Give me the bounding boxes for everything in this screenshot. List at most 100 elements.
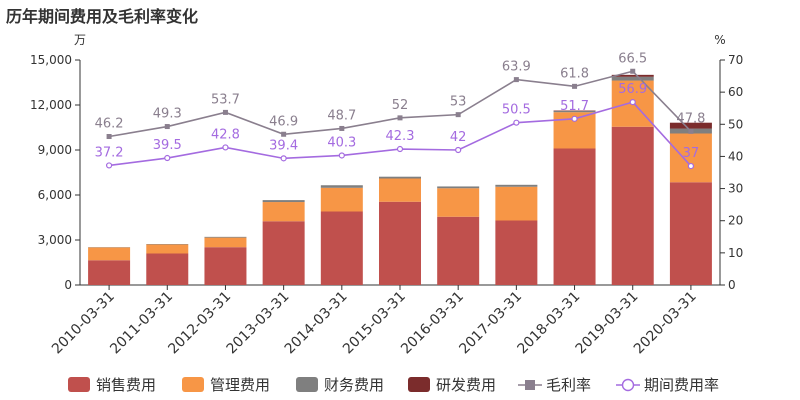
bar-segment xyxy=(146,244,189,254)
data-label: 39.5 xyxy=(153,138,182,153)
bar-segment xyxy=(495,184,538,187)
bar-segment xyxy=(88,260,131,285)
data-label: 56.9 xyxy=(618,82,647,97)
left-axis-unit: 万 xyxy=(74,33,86,47)
right-tick-label: 50 xyxy=(728,117,743,131)
bar-segment xyxy=(379,201,421,285)
labels-layer: 46.2 49.3 53.7 46.9 48.7 52 53 63.9 61.8 66.5 47.8… xyxy=(95,51,706,161)
bars-layer xyxy=(88,74,712,285)
bar-segment xyxy=(553,148,596,285)
data-point xyxy=(280,155,287,162)
data-point xyxy=(687,162,695,170)
bar-segment xyxy=(204,247,247,285)
data-label: 37.2 xyxy=(95,145,124,160)
right-tick-label: 20 xyxy=(728,214,743,228)
x-tick-label: 2020-03-31 xyxy=(631,289,700,358)
data-point xyxy=(281,131,287,137)
right-tick-label: 40 xyxy=(728,149,743,163)
data-label: 61.8 xyxy=(560,66,589,81)
left-tick-label: 3,000 xyxy=(38,233,72,247)
data-label: 46.2 xyxy=(95,117,124,132)
bar-segment xyxy=(262,202,305,222)
data-label: 42 xyxy=(450,130,467,145)
data-point xyxy=(338,152,345,159)
legend: 销售费用 管理费用 财务费用 研发费用 毛利率 期间费用率 xyxy=(68,376,719,394)
data-label: 48.7 xyxy=(327,108,356,123)
data-label: 66.5 xyxy=(618,51,647,66)
data-label: 63.9 xyxy=(502,60,531,75)
bar-segment xyxy=(669,133,712,183)
left-tick-label: 12,000 xyxy=(30,98,72,112)
bar-segment xyxy=(379,176,421,179)
data-label: 52 xyxy=(392,98,409,113)
data-label: 39.4 xyxy=(269,138,298,153)
data-label: 47.8 xyxy=(676,111,705,126)
bar-segment xyxy=(379,178,421,202)
data-point xyxy=(339,125,345,131)
data-point xyxy=(571,115,578,122)
bar-segment xyxy=(553,111,596,113)
data-point xyxy=(572,83,578,89)
data-point xyxy=(396,145,404,153)
data-point xyxy=(222,144,229,151)
bar-segment xyxy=(262,200,305,203)
bar-segment xyxy=(437,188,480,217)
data-point xyxy=(513,77,519,83)
bar-segment xyxy=(320,211,363,285)
legend-label: 管理费用 xyxy=(210,376,270,394)
bar-segment xyxy=(146,253,189,285)
bar-segment xyxy=(495,220,538,285)
data-label: 53.7 xyxy=(211,92,240,107)
data-label: 42.3 xyxy=(386,129,415,144)
data-point xyxy=(513,119,520,126)
left-tick-label: 0 xyxy=(64,278,72,292)
bar-segment xyxy=(611,126,654,285)
legend-label: 期间费用率 xyxy=(644,376,719,394)
bar-segment xyxy=(320,187,363,212)
legend-swatch xyxy=(296,377,318,392)
right-axis-unit: % xyxy=(714,33,725,47)
bar-segment xyxy=(611,76,654,81)
bar-segment xyxy=(495,186,538,221)
bar-segment xyxy=(669,122,712,129)
data-point xyxy=(106,134,112,139)
data-point xyxy=(164,154,171,162)
data-point xyxy=(164,124,170,130)
bar-segment xyxy=(204,237,247,248)
bar-segment xyxy=(611,74,654,77)
legend-label: 研发费用 xyxy=(436,376,496,394)
right-tick-label: 0 xyxy=(728,278,736,292)
legend-swatch xyxy=(408,377,430,392)
legend-swatch xyxy=(68,377,90,392)
data-label: 37 xyxy=(683,146,700,161)
bar-segment xyxy=(437,216,480,285)
bar-segment xyxy=(320,185,363,188)
legend-marker xyxy=(525,380,535,390)
data-point xyxy=(630,68,636,74)
data-label: 50.5 xyxy=(502,103,531,118)
data-point xyxy=(455,146,462,154)
right-tick-label: 30 xyxy=(728,182,743,196)
right-tick-label: 10 xyxy=(728,246,743,260)
data-point xyxy=(629,99,636,106)
data-label: 42.8 xyxy=(211,127,240,142)
right-tick-label: 70 xyxy=(728,53,743,67)
data-point xyxy=(397,115,403,121)
data-point xyxy=(688,128,694,134)
bar-segment xyxy=(669,182,712,285)
legend-marker xyxy=(621,378,635,392)
left-tick-label: 6,000 xyxy=(38,188,72,202)
data-point xyxy=(222,109,228,115)
bar-segment xyxy=(437,186,480,189)
data-point xyxy=(105,162,113,169)
chart-title: 历年期间费用及毛利率变化 xyxy=(6,7,199,26)
data-label: 46.9 xyxy=(269,114,298,129)
left-tick-label: 15,000 xyxy=(30,53,72,67)
bar-segment xyxy=(88,247,131,261)
legend-label: 毛利率 xyxy=(546,376,591,394)
bar-segment xyxy=(262,221,305,285)
left-tick-label: 9,000 xyxy=(38,143,72,157)
legend-label: 财务费用 xyxy=(324,376,384,394)
legend-label: 销售费用 xyxy=(96,376,156,394)
